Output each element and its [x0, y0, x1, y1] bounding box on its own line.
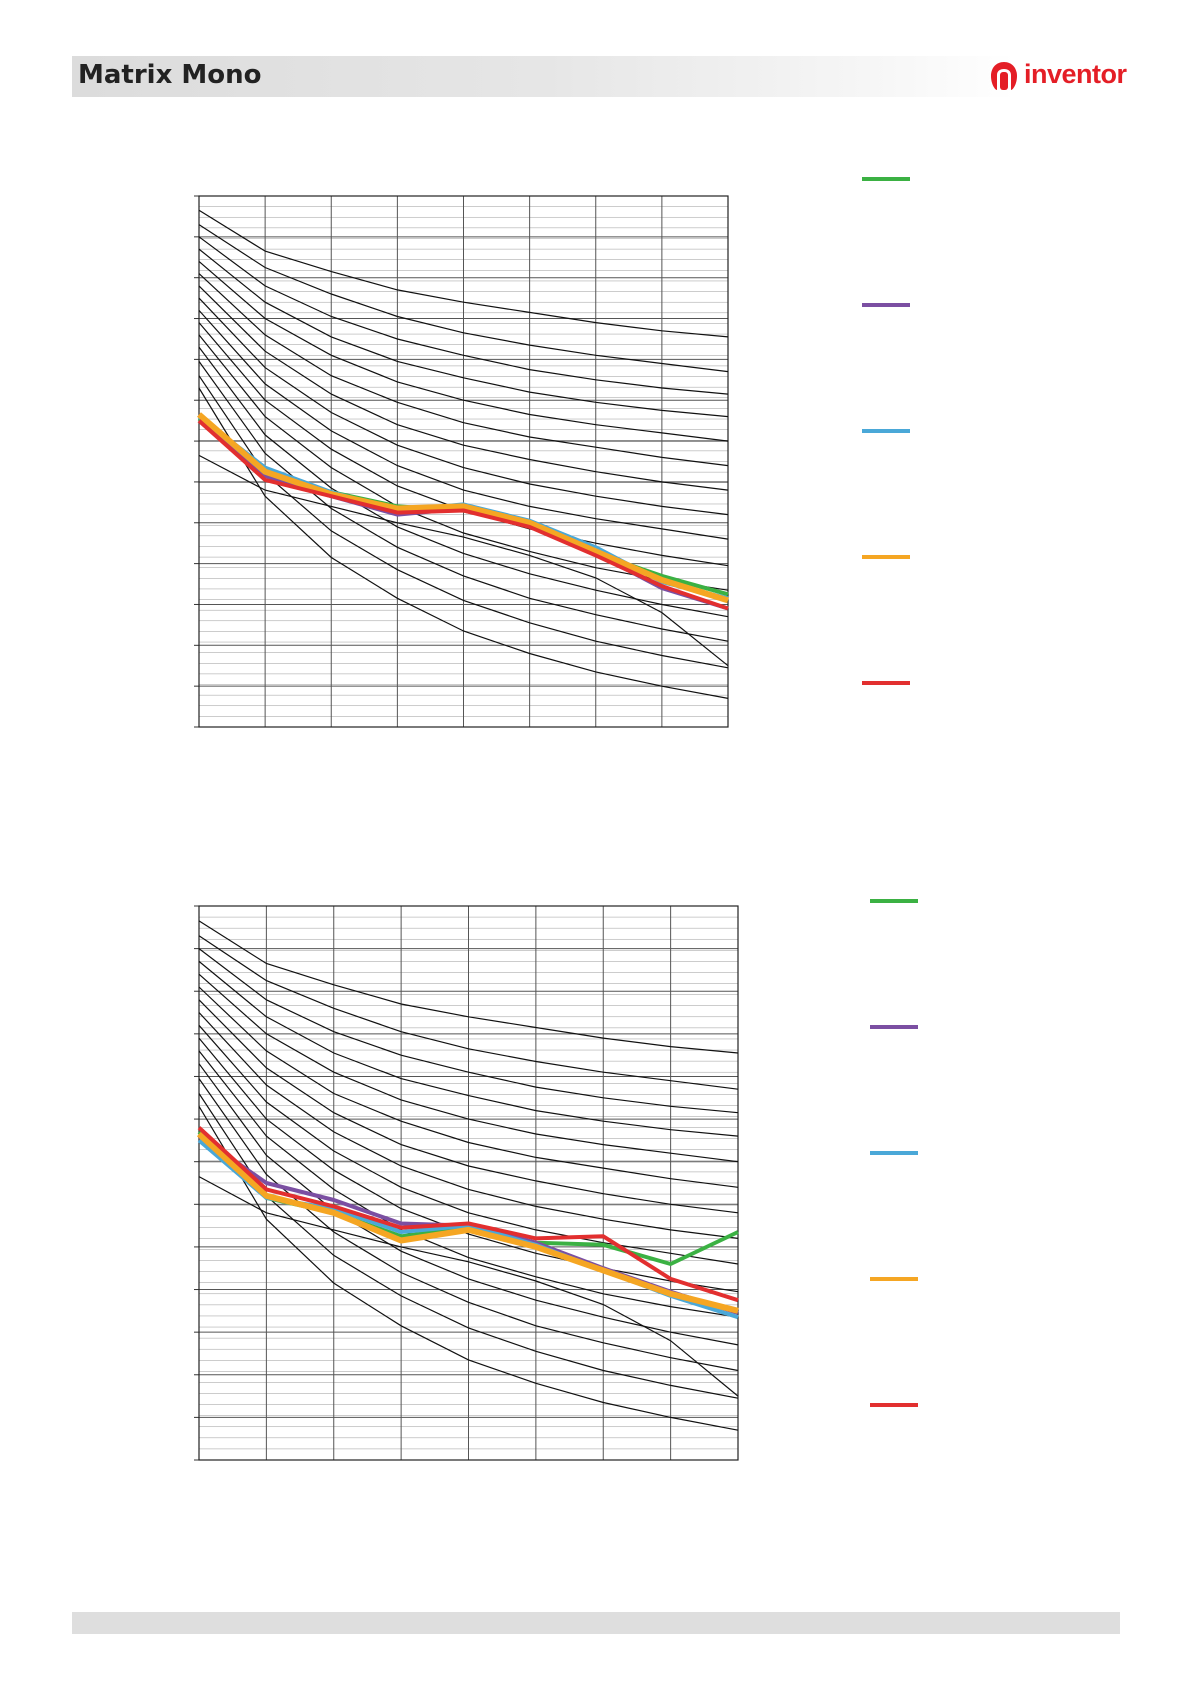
inventor-figure-logo-icon	[991, 62, 1017, 90]
reference-curve	[198, 387, 729, 699]
inventor-logo: inventor	[990, 59, 1130, 94]
series-line-5	[197, 1126, 739, 1303]
reference-curve	[198, 260, 729, 442]
reference-curve	[198, 273, 729, 467]
chart-1	[194, 177, 910, 728]
page-title: Matrix Mono	[78, 60, 262, 90]
reference-curve	[198, 1105, 739, 1431]
reference-curve	[198, 1050, 739, 1318]
reference-curve	[198, 1037, 739, 1293]
series-line-5	[197, 419, 729, 611]
reference-curve	[198, 1024, 739, 1265]
reference-curve	[198, 346, 729, 618]
reference-curve	[198, 1093, 739, 1399]
chart-grid	[194, 905, 739, 1461]
reference-curve	[198, 960, 739, 1137]
chart-2	[194, 899, 918, 1461]
reference-curve	[198, 986, 739, 1188]
reference-curve	[198, 1063, 739, 1346]
reference-curve	[198, 920, 739, 1054]
reference-curve	[198, 973, 739, 1163]
reference-curve	[198, 297, 729, 516]
reference-curve	[198, 224, 729, 373]
plot-frame	[198, 905, 739, 1461]
reference-curve	[198, 309, 729, 540]
reference-curve	[198, 999, 739, 1214]
reference-curve	[198, 209, 729, 338]
reference-curve	[198, 375, 729, 669]
reference-curve	[198, 1012, 739, 1239]
reference-curve	[198, 948, 739, 1114]
reference-curve	[198, 935, 739, 1090]
reference-curve	[198, 285, 729, 491]
reference-curve	[198, 1176, 739, 1397]
series-line-4	[196, 1131, 739, 1314]
reference-curve	[198, 236, 729, 395]
header-bar: Matrix Mono	[72, 56, 1120, 97]
footer-bar	[72, 1612, 1120, 1634]
logo-text: inventor	[1024, 59, 1127, 89]
reference-curve	[198, 248, 729, 418]
reference-curve	[198, 454, 729, 667]
reference-curve	[198, 361, 729, 642]
series-line-4	[197, 412, 729, 604]
plot-frame	[198, 195, 729, 728]
